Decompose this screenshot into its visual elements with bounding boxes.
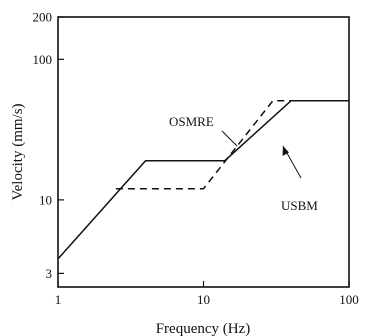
y-tick-label: 3: [46, 266, 53, 281]
plot-frame: [57, 16, 350, 288]
y-axis-title: Velocity (mm/s): [10, 103, 26, 200]
x-tick-label: 100: [339, 292, 359, 307]
series-line-osmre: [115, 99, 349, 190]
series-layer: [57, 99, 349, 260]
y-tick-label: 200: [33, 10, 53, 25]
x-tick-label: 1: [55, 292, 62, 307]
usbm-label: USBM: [281, 198, 318, 213]
x-tick-label: 10: [197, 292, 210, 307]
x-axis-title: Frequency (Hz): [156, 321, 251, 336]
osmre-label: OSMRE: [169, 114, 214, 129]
axis-ticks: 1 10 100 3 10 100 200: [33, 10, 359, 308]
y-tick-label: 10: [39, 192, 52, 207]
osmre-pointer-line: [221, 130, 238, 147]
usbm-arrowhead: [282, 146, 289, 156]
y-tick-label: 100: [33, 52, 53, 67]
